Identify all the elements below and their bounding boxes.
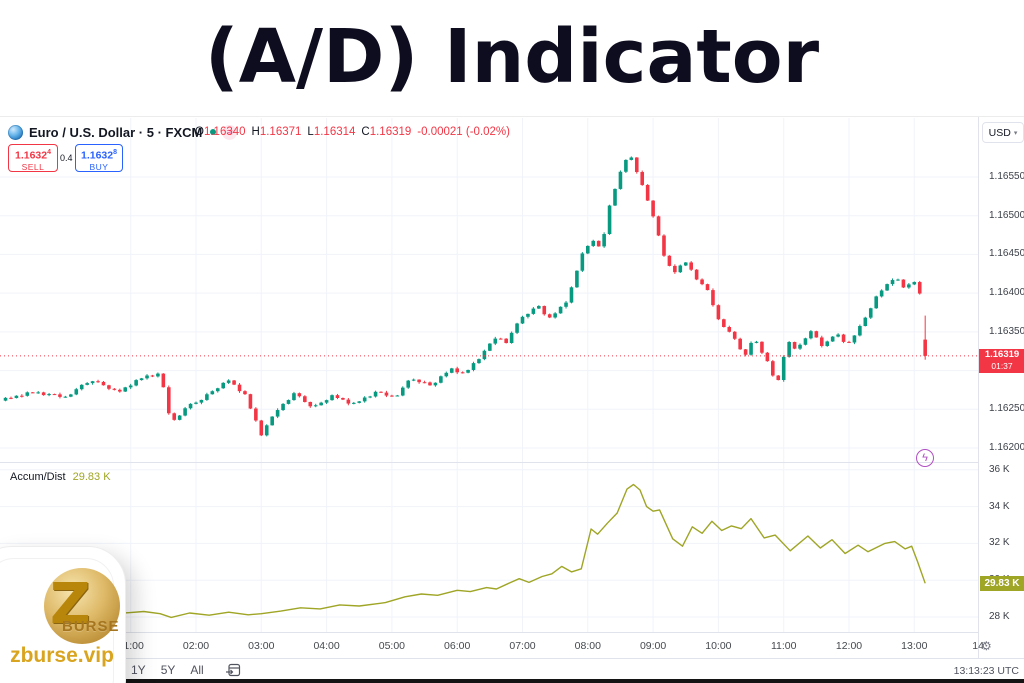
- price-tick-label: 1.16350: [989, 325, 1024, 337]
- watermark-z: Z: [50, 572, 91, 637]
- range-button-all[interactable]: All: [190, 663, 204, 677]
- time-tick-label: 11:00: [770, 640, 797, 652]
- open-label: O: [195, 126, 204, 138]
- buy-label: BUY: [89, 161, 109, 172]
- range-button-5y[interactable]: 5Y: [160, 663, 176, 677]
- chevron-down-icon: ▾: [1013, 129, 1018, 137]
- sell-price: 1.16324: [14, 149, 52, 162]
- currency-label: USD: [988, 126, 1011, 139]
- calendar-goto-icon[interactable]: [225, 662, 241, 678]
- watermark-globe-icon: [44, 568, 120, 644]
- high-value: 1.16371: [259, 126, 302, 138]
- symbol-title[interactable]: Euro / U.S. Dollar · 5 · FXCM: [29, 124, 203, 140]
- indicator-tick-label: 34 K: [989, 500, 1010, 512]
- sell-button[interactable]: 1.16324 SELL: [8, 144, 58, 172]
- flash-icon[interactable]: ϟ: [916, 449, 934, 467]
- indicator-name[interactable]: Accum/Dist: [10, 471, 66, 483]
- settings-gear-icon[interactable]: ⚙: [981, 639, 992, 653]
- sell-label: SELL: [21, 161, 45, 172]
- buy-price: 1.16328: [80, 149, 118, 162]
- time-tick-label: 13:00: [901, 640, 928, 652]
- symbol-header[interactable]: Euro / U.S. Dollar · 5 · FXCM ≈: [8, 123, 238, 141]
- time-tick-label: 08:00: [574, 640, 601, 652]
- price-tick-label: 1.16450: [989, 248, 1024, 260]
- buy-button[interactable]: 1.16328 BUY: [75, 144, 123, 172]
- spread-value: 0.4: [60, 153, 73, 163]
- watermark-brand: BURSE: [62, 618, 120, 635]
- time-tick-label: 10:00: [705, 640, 732, 652]
- high-label: H: [251, 126, 260, 138]
- indicator-value: 29.83 K: [72, 471, 111, 483]
- market-status-dot-icon: [210, 129, 217, 135]
- indicator-value-badge: 29.83 K: [980, 576, 1024, 591]
- low-label: L: [307, 126, 314, 138]
- time-tick-label: 09:00: [639, 640, 667, 652]
- price-tick-label: 1.16400: [989, 287, 1024, 299]
- page-title: (A/D) Indicator: [204, 14, 820, 100]
- close-value: 1.16319: [369, 126, 412, 138]
- open-value: 1.16340: [203, 126, 246, 138]
- low-value: 1.16314: [313, 126, 356, 138]
- time-tick-label: 12:00: [835, 640, 863, 652]
- utc-clock: 13:13:23 UTC: [953, 665, 1019, 677]
- price-tick-label: 1.16550: [989, 171, 1024, 182]
- range-button-1y[interactable]: 1Y: [131, 663, 146, 677]
- price-tick-label: 1.16250: [989, 403, 1024, 415]
- widget-top-divider: [0, 116, 1024, 117]
- close-label: C: [361, 126, 370, 138]
- price-tick-label: 1.16200: [989, 442, 1024, 453]
- time-tick-label: 14:: [972, 640, 987, 652]
- bottom-black-bar: [108, 679, 1024, 683]
- indicator-tick-label: 28 K: [989, 611, 1010, 622]
- indicator-legend[interactable]: Accum/Dist 29.83 K: [10, 471, 111, 483]
- globe-icon: [8, 124, 23, 140]
- last-price-badge: 1.16319 01:37: [979, 349, 1024, 373]
- time-tick-label: 04:00: [313, 640, 340, 652]
- wave-icon[interactable]: ≈: [222, 124, 238, 140]
- bar-countdown: 01:37: [991, 361, 1013, 371]
- time-tick-label: 05:00: [378, 640, 406, 652]
- price-tick-label: 1.16500: [989, 209, 1024, 221]
- time-tick-label: 06:00: [444, 640, 471, 652]
- time-scale[interactable]: 01:00 02:00 03:00 04:00 05:00 06:00 07:00 08:00…: [0, 632, 1024, 658]
- currency-dropdown[interactable]: USD ▾: [982, 122, 1024, 143]
- change-value: -0.00021 (-0.02%): [417, 126, 510, 138]
- range-selector[interactable]: 1Y 5Y All: [131, 662, 241, 678]
- indicator-tick-label: 32 K: [989, 537, 1010, 549]
- time-tick-label: 07:00: [509, 640, 536, 652]
- time-tick-label: 03:00: [248, 640, 275, 652]
- ohlc-values: O1.16340 H1.16371 L1.16314 C1.16319 -0.00021…: [195, 126, 510, 138]
- indicator-tick-label: 36 K: [989, 463, 1010, 475]
- watermark-site: zburse.vip: [10, 644, 114, 667]
- price-scale[interactable]: USD ▾ 1.16319 01:37 29.83 K 1.16550 1.165…: [978, 117, 1024, 658]
- toolbar-divider: [0, 658, 1024, 659]
- time-tick-label: 02:00: [182, 640, 210, 652]
